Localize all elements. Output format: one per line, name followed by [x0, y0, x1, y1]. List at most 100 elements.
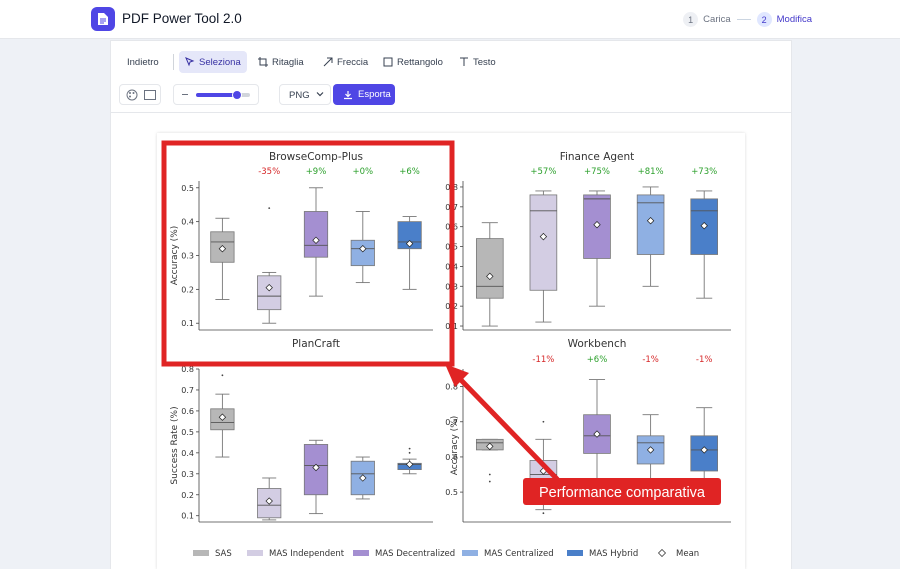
select-tool-button[interactable]: Seleziona: [179, 51, 247, 73]
rectangle-tool-label: Rettangolo: [397, 56, 443, 68]
mean-marker: [405, 460, 414, 469]
slider-track: [236, 93, 250, 97]
annotation-arrow-shaft: [458, 377, 560, 482]
delta-label: +75%: [584, 167, 610, 177]
chart-title: Workbench: [568, 338, 627, 350]
format-select[interactable]: PNG: [279, 84, 331, 105]
step-2-number: 2: [756, 12, 772, 27]
legend-label: MAS Hybrid: [589, 549, 638, 559]
delta-label: -11%: [532, 355, 554, 365]
back-label: Indietro: [127, 56, 159, 68]
annotation-arrow-head: [445, 364, 469, 387]
slider-thumb[interactable]: [231, 90, 242, 100]
mean-marker: [700, 222, 708, 230]
rectangle-tool-button[interactable]: Rettangolo: [377, 51, 449, 73]
export-label: Esporta: [358, 89, 391, 100]
y-axis-label: Accuracy (%): [170, 226, 180, 286]
outlier-point: [408, 451, 411, 454]
box-body: [529, 194, 558, 291]
document-icon: [91, 7, 115, 31]
box-body: [350, 239, 375, 267]
outlier-point: [221, 374, 224, 377]
mean-marker: [593, 430, 601, 438]
y-tick-label: 0.6: [181, 407, 194, 416]
mean-marker: [486, 442, 494, 451]
legend-swatch: [567, 550, 583, 556]
mean-marker: [646, 217, 655, 225]
mean-marker: [218, 245, 227, 253]
arrow-tool-button[interactable]: Freccia: [317, 51, 374, 73]
legend-label: Mean: [676, 549, 699, 559]
outlier-point: [488, 480, 491, 483]
mean-marker: [218, 413, 227, 421]
delta-label: -1%: [642, 355, 659, 365]
y-tick-label: 0.6: [445, 453, 458, 462]
y-tick-label: 0.3: [181, 252, 194, 261]
y-tick-label: 0.8: [181, 365, 194, 374]
arrow-icon: [323, 57, 333, 67]
delta-label: +0%: [352, 167, 373, 177]
y-tick-label: 0.3: [181, 470, 194, 479]
crop-tool-button[interactable]: Ritaglia: [252, 51, 310, 73]
crop-icon: [258, 57, 268, 67]
y-tick-label: 0.4: [181, 218, 194, 227]
step-indicator: 1 Carica 2 Modifica: [683, 12, 812, 27]
editor-toolbar: Indietro Seleziona Ritaglia Freccia Rett…: [111, 41, 791, 113]
outlier-point: [542, 420, 545, 423]
delta-label: +73%: [691, 167, 717, 177]
delta-label: +6%: [587, 355, 608, 365]
document-canvas[interactable]: 0.1 0.2 0.3 0.4 0.5 BrowseComp-Plus Accuracy (…: [157, 133, 745, 569]
outlier-point: [542, 512, 545, 515]
y-tick-label: 0.5: [181, 184, 194, 193]
step-2-label[interactable]: Modifica: [776, 14, 812, 25]
editor-panel: Indietro Seleziona Ritaglia Freccia Rett…: [110, 40, 792, 569]
box-body: [636, 194, 665, 255]
legend-mean-marker: [658, 549, 666, 557]
stroke-width-slider[interactable]: [173, 84, 259, 105]
legend-label: MAS Independent: [269, 549, 345, 559]
delta-label: +6%: [399, 167, 420, 177]
color-picker[interactable]: [119, 84, 161, 105]
toolbar-divider: [173, 54, 174, 70]
y-tick-label: 0.5: [445, 488, 458, 497]
y-tick-label: 0.7: [181, 386, 194, 395]
text-tool-label: Testo: [473, 56, 496, 68]
step-1-label[interactable]: Carica: [703, 14, 731, 25]
mean-marker: [359, 474, 367, 482]
crop-tool-label: Ritaglia: [272, 56, 304, 68]
box-body: [475, 238, 504, 299]
download-icon: [344, 90, 352, 99]
step-1-number: 1: [683, 12, 699, 27]
minus-icon: [182, 94, 188, 95]
mean-marker: [312, 463, 320, 472]
mean-marker: [312, 236, 320, 244]
y-tick-label: 0.1: [181, 512, 194, 521]
legend-label: SAS: [215, 549, 232, 559]
y-tick-label: 0.4: [181, 449, 194, 458]
text-tool-button[interactable]: Testo: [453, 51, 502, 73]
y-tick-label: 0.2: [181, 491, 194, 500]
chart-title: Finance Agent: [560, 151, 635, 163]
text-icon: [460, 57, 468, 66]
top-bar: PDF Power Tool 2.0 1 Carica 2 Modifica: [0, 0, 900, 39]
y-tick-label: 0.1: [181, 319, 194, 328]
mean-marker: [700, 446, 708, 454]
legend-label: MAS Centralized: [484, 549, 554, 559]
legend-label: MAS Decentralized: [375, 549, 455, 559]
y-tick-label: 0.5: [181, 428, 194, 437]
legend-swatch: [353, 550, 369, 556]
delta-label: -35%: [258, 167, 280, 177]
export-button[interactable]: Esporta: [333, 84, 395, 105]
chart-title: BrowseComp-Plus: [269, 151, 363, 163]
back-button[interactable]: Indietro: [121, 51, 165, 73]
arrow-tool-label: Freccia: [337, 56, 369, 68]
annotation-label-box: [523, 478, 721, 505]
slider-track-filled: [196, 93, 237, 97]
mean-marker: [486, 272, 494, 281]
y-tick-label: 0.8: [445, 383, 458, 392]
legend-swatch: [193, 550, 209, 556]
outlier-point: [408, 447, 411, 450]
format-value: PNG: [289, 90, 310, 101]
y-tick-label: 0.7: [445, 418, 458, 427]
color-swatch[interactable]: [144, 90, 156, 100]
